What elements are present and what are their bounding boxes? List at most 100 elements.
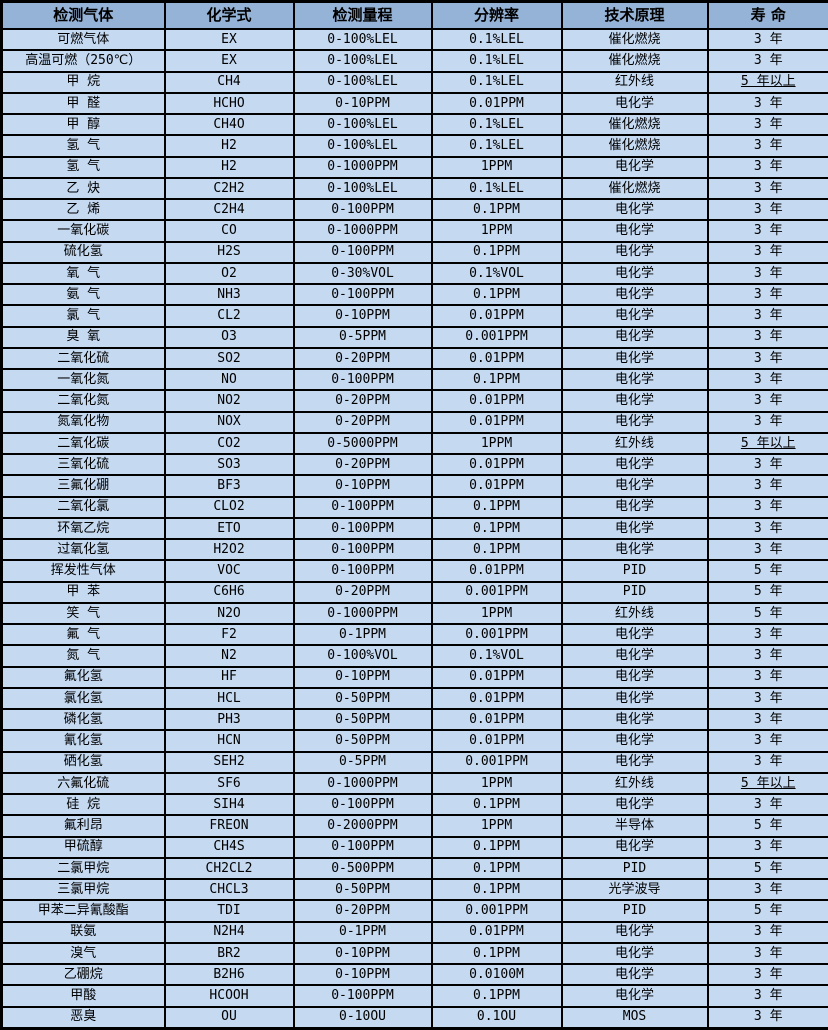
- cell: 3 年: [706, 686, 828, 711]
- cell: 3 年: [706, 495, 828, 519]
- cell: 5 年以上: [706, 431, 828, 456]
- cell: 0-100PPM: [292, 559, 433, 583]
- cell: 过氧化氢: [0, 537, 166, 562]
- cell: 5 年: [706, 601, 828, 626]
- cell: 0-100%LEL: [292, 134, 433, 158]
- cell: 0-5PPM: [292, 325, 433, 349]
- cell: 电化学: [560, 240, 709, 264]
- cell: 0-1000PPM: [292, 771, 433, 796]
- cell: 3 年: [706, 176, 828, 201]
- table-row: 三氧化硫 SO3 0-20PPM 0.01PPM 电化学 3 年: [0, 452, 828, 477]
- cell: 1PPM: [430, 155, 563, 179]
- table-row: 硫化氢 H2S 0-100PPM 0.1PPM 电化学 3 年: [0, 240, 828, 264]
- column-header-0: 检测气体: [0, 0, 166, 30]
- cell: F2: [163, 622, 295, 647]
- cell: 0.1PPM: [430, 792, 563, 817]
- table-row: 硒化氢 SEH2 0-5PPM 0.001PPM 电化学 3 年: [0, 750, 828, 774]
- cell: 3 年: [706, 537, 828, 562]
- cell: 0-100PPM: [292, 516, 433, 541]
- cell: 3 年: [706, 282, 828, 307]
- cell: 0.01PPM: [430, 920, 563, 944]
- table-row: 高温可燃（250℃） EX 0-100%LEL 0.1%LEL 催化燃烧 3 年: [0, 49, 828, 73]
- cell: 3 年: [706, 877, 828, 902]
- table-row: 二氧化氯 CLO2 0-100PPM 0.1PPM 电化学 3 年: [0, 495, 828, 519]
- cell: 电化学: [560, 325, 709, 349]
- cell: OU: [163, 1005, 295, 1030]
- table-row: 挥发性气体 VOC 0-100PPM 0.01PPM PID 5 年: [0, 559, 828, 583]
- cell: 0-20PPM: [292, 346, 433, 371]
- table-header-row: 检测气体 化学式 检测量程 分辨率 技术原理寿 命: [0, 0, 828, 30]
- cell: 0-500PPM: [292, 856, 433, 881]
- cell: 0-10OU: [292, 1005, 433, 1030]
- cell: ETO: [163, 516, 295, 541]
- cell: 3 年: [706, 1005, 828, 1030]
- cell: 氧 气: [0, 261, 166, 286]
- cell: 三氯甲烷: [0, 877, 166, 902]
- cell: 二氯甲烷: [0, 856, 166, 881]
- cell: EX: [163, 27, 295, 52]
- cell: BR2: [163, 941, 295, 966]
- table-row: 氟利昂 FREON 0-2000PPM 1PPM 半导体 5 年: [0, 814, 828, 838]
- cell: 3 年: [706, 792, 828, 817]
- table-row: 硅 烷 SIH4 0-100PPM 0.1PPM 电化学 3 年: [0, 792, 828, 817]
- cell: CO2: [163, 431, 295, 456]
- cell: 0-10PPM: [292, 665, 433, 689]
- cell: C2H4: [163, 197, 295, 222]
- cell: 乙硼烷: [0, 962, 166, 987]
- cell: 0-50PPM: [292, 877, 433, 902]
- cell: 3 年: [706, 622, 828, 647]
- cell: 0-1PPM: [292, 920, 433, 944]
- cell: 电化学: [560, 707, 709, 732]
- cell: CH4S: [163, 835, 295, 859]
- table-row: 甲酸 HCOOH 0-100PPM 0.1PPM 电化学 3 年: [0, 984, 828, 1008]
- cell: 0-20PPM: [292, 899, 433, 923]
- cell: 3 年: [706, 962, 828, 987]
- cell: PH3: [163, 707, 295, 732]
- cell: 0.1%VOL: [430, 644, 563, 668]
- cell: 0.01PPM: [430, 389, 563, 413]
- cell: 挥发性气体: [0, 559, 166, 583]
- cell: 氯 气: [0, 304, 166, 328]
- column-header-1: 化学式: [163, 0, 295, 30]
- cell: 电化学: [560, 516, 709, 541]
- table-row: 氮氧化物 NOX 0-20PPM 0.01PPM 电化学 3 年: [0, 410, 828, 434]
- cell: 0.1%LEL: [430, 112, 563, 137]
- cell: SEH2: [163, 750, 295, 774]
- cell: 3 年: [706, 134, 828, 158]
- cell: 电化学: [560, 261, 709, 286]
- cell: C6H6: [163, 580, 295, 604]
- cell: 5 年以上: [706, 771, 828, 796]
- table-row: 二氯甲烷 CH2CL2 0-500PPM 0.1PPM PID 5 年: [0, 856, 828, 881]
- cell: 5 年: [706, 559, 828, 583]
- cell: 二氧化碳: [0, 431, 166, 456]
- cell: 3 年: [706, 27, 828, 52]
- cell: TDI: [163, 899, 295, 923]
- cell: 氢 气: [0, 155, 166, 179]
- cell: 0-10PPM: [292, 304, 433, 328]
- table-row: 氧 气 O2 0-30%VOL 0.1%VOL 电化学 3 年: [0, 261, 828, 286]
- cell: 二氧化氮: [0, 389, 166, 413]
- cell: 氰化氢: [0, 729, 166, 753]
- table-row: 氮 气 N2 0-100%VOL 0.1%VOL 电化学 3 年: [0, 644, 828, 668]
- table-row: 乙 炔 C2H2 0-100%LEL 0.1%LEL 催化燃烧 3 年: [0, 176, 828, 201]
- cell: 1PPM: [430, 431, 563, 456]
- column-header-4: 技术原理: [560, 0, 709, 30]
- cell: 3 年: [706, 984, 828, 1008]
- cell: 可燃气体: [0, 27, 166, 52]
- cell: 0-20PPM: [292, 452, 433, 477]
- cell: 硒化氢: [0, 750, 166, 774]
- cell: 电化学: [560, 282, 709, 307]
- cell: 催化燃烧: [560, 176, 709, 201]
- cell: 3 年: [706, 750, 828, 774]
- cell: 0.1PPM: [430, 941, 563, 966]
- cell: 0.1PPM: [430, 197, 563, 222]
- cell: HF: [163, 665, 295, 689]
- cell: 六氟化硫: [0, 771, 166, 796]
- table-row: 一氧化氮 NO 0-100PPM 0.1PPM 电化学 3 年: [0, 367, 828, 392]
- cell: 电化学: [560, 367, 709, 392]
- cell: 0.01PPM: [430, 474, 563, 498]
- cell: CL2: [163, 304, 295, 328]
- cell: 电化学: [560, 219, 709, 243]
- cell: CH2CL2: [163, 856, 295, 881]
